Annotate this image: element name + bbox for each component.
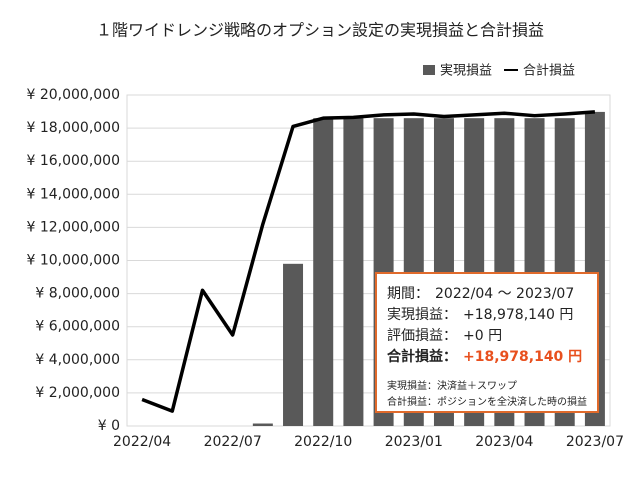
x-tick-label: 2023/04 (475, 434, 533, 450)
bar (283, 263, 304, 426)
plot-border (126, 94, 611, 427)
line (141, 110, 596, 413)
y-tick-label: ¥ 8,000,000 (35, 286, 120, 302)
legend-swatch (423, 65, 435, 75)
annotation-value: 2022/04 ～ 2023/07 (435, 286, 574, 302)
annotation-note: 合計損益：ポジションを全決済した時の損益 (387, 395, 587, 408)
x-tick-label: 2023/07 (566, 434, 624, 450)
bar (252, 423, 273, 426)
x-tick-label: 2022/04 (113, 434, 171, 450)
y-tick-label: ¥ 10,000,000 (26, 253, 120, 269)
annotation-box (375, 272, 599, 413)
legend-label: 実現損益 (440, 63, 492, 79)
y-tick-label: ¥ 14,000,000 (26, 186, 120, 202)
annotation-value: +18,978,140 円 (463, 307, 573, 323)
y-tick-label: ¥ 20,000,000 (26, 87, 120, 103)
annotation-note: 実現損益：決済益＋スワップ (387, 379, 517, 392)
legend-label: 合計損益 (523, 63, 575, 79)
annotation-label: 合計損益： (387, 348, 457, 365)
x-tick-label: 2022/10 (294, 434, 352, 450)
annotation-value: +18,978,140 円 (463, 349, 582, 365)
y-tick-label: ¥ 2,000,000 (35, 385, 120, 401)
y-tick-label: ¥ 16,000,000 (26, 153, 120, 169)
annotation-label: 期間： (387, 286, 429, 302)
chart-title: １階ワイドレンジ戦略のオプション設定の実現損益と合計損益 (96, 21, 544, 40)
y-tick-label: ¥ 18,000,000 (26, 120, 120, 136)
x-tick-label: 2023/01 (385, 434, 443, 450)
bar (343, 118, 364, 427)
x-tick-label: 2022/07 (204, 434, 262, 450)
annotation-label: 評価損益： (387, 328, 457, 344)
bar (313, 118, 334, 427)
annotation-value: +0 円 (463, 328, 502, 344)
annotation-label: 実現損益： (387, 307, 457, 323)
y-tick-label: ¥ 6,000,000 (35, 319, 120, 335)
y-tick-label: ¥ 0 (98, 418, 120, 434)
y-tick-label: ¥ 12,000,000 (26, 219, 120, 235)
y-tick-label: ¥ 4,000,000 (35, 352, 120, 368)
